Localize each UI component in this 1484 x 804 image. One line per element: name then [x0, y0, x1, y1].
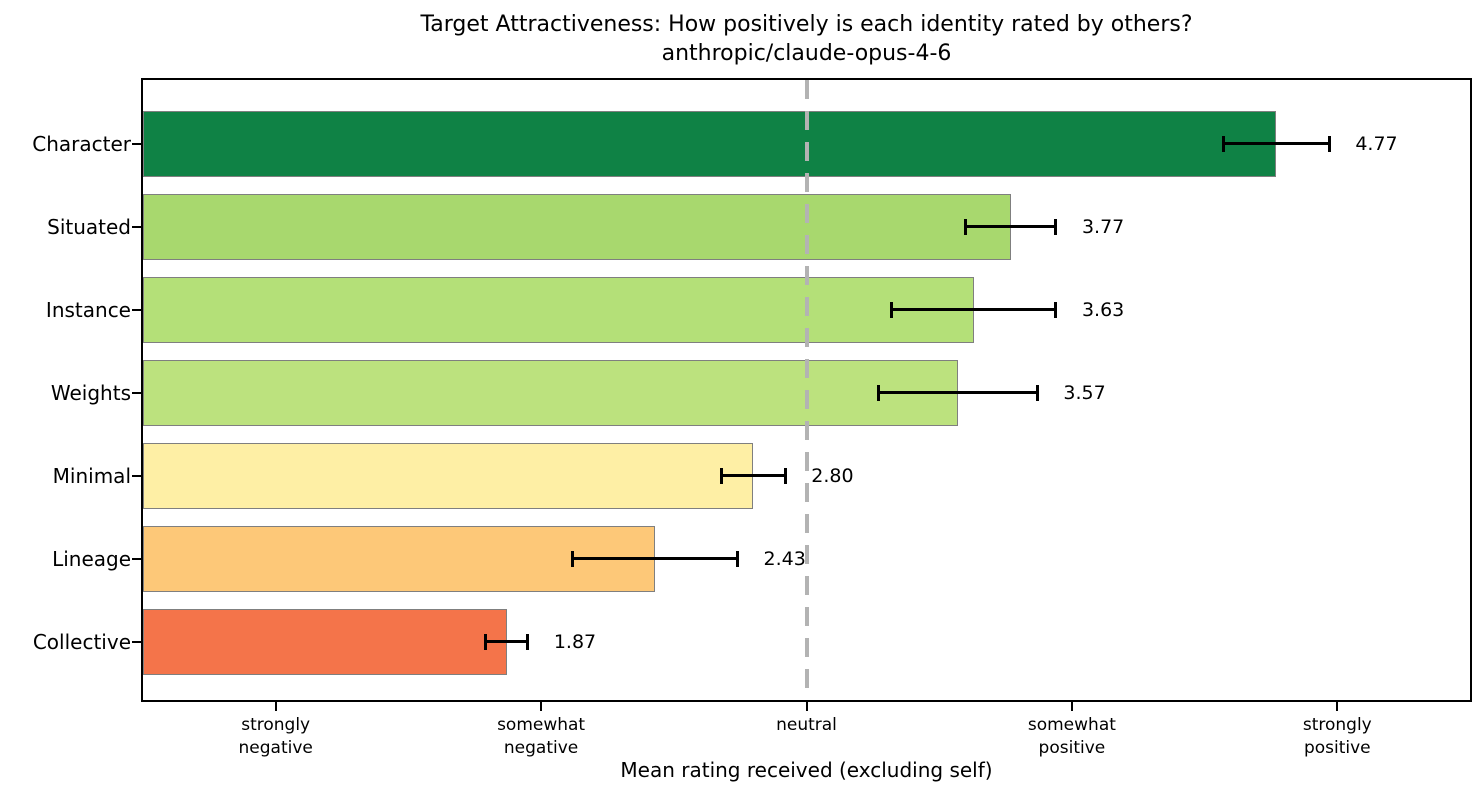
error-cap-left-instance: [889, 301, 893, 318]
x-tick-label-2: somewhat negative: [497, 715, 586, 758]
category-label-instance: Instance: [45, 297, 131, 322]
value-label-collective: 1.87: [553, 630, 597, 653]
value-label-weights: 3.57: [1063, 381, 1106, 404]
x-tick-label-3: neutral: [776, 715, 837, 735]
value-label-instance: 3.63: [1081, 298, 1125, 321]
bar-collective: [143, 608, 507, 675]
x-tick-label-1: strongly negative: [238, 715, 313, 758]
error-cap-right-weights: [1035, 384, 1039, 401]
x-axis-label: Mean rating received (excluding self): [620, 758, 993, 782]
bar-character: [143, 110, 1277, 177]
y-tick-situated: [132, 225, 141, 228]
error-bar-character: [1223, 142, 1330, 145]
neutral-reference-line: [804, 80, 809, 700]
x-tick-label-4: somewhat positive: [1027, 715, 1116, 758]
error-cap-right-collective: [526, 633, 530, 650]
error-bar-lineage: [572, 557, 738, 560]
category-label-character: Character: [32, 131, 131, 156]
error-cap-left-minimal: [720, 467, 724, 484]
bar-lineage: [143, 525, 656, 592]
error-bar-collective: [485, 640, 528, 643]
error-cap-left-character: [1221, 135, 1225, 152]
error-cap-right-instance: [1054, 301, 1058, 318]
error-bar-minimal: [721, 474, 786, 477]
bar-instance: [143, 276, 974, 343]
category-label-lineage: Lineage: [52, 546, 131, 571]
y-tick-lineage: [132, 557, 141, 560]
category-label-weights: Weights: [50, 380, 131, 405]
x-tick-2: [540, 702, 543, 711]
error-cap-right-lineage: [735, 550, 739, 567]
bar-situated: [143, 193, 1011, 260]
y-tick-instance: [132, 308, 141, 311]
error-cap-left-lineage: [571, 550, 575, 567]
value-label-minimal: 2.80: [811, 464, 854, 487]
error-bar-situated: [965, 225, 1056, 228]
bar-minimal: [143, 442, 754, 509]
y-tick-collective: [132, 640, 141, 643]
category-label-minimal: Minimal: [52, 463, 131, 488]
value-label-situated: 3.77: [1081, 215, 1125, 238]
error-cap-left-situated: [964, 218, 968, 235]
error-bar-instance: [891, 308, 1056, 311]
value-label-character: 4.77: [1355, 132, 1398, 155]
chart-subtitle: anthropic/claude-opus-4-6: [661, 41, 952, 66]
x-tick-1: [274, 702, 277, 711]
x-tick-label-5: strongly positive: [1302, 715, 1372, 758]
error-cap-right-minimal: [783, 467, 787, 484]
y-tick-weights: [132, 391, 141, 394]
error-cap-right-character: [1327, 135, 1331, 152]
y-tick-minimal: [132, 474, 141, 477]
x-tick-5: [1336, 702, 1339, 711]
x-tick-3: [805, 702, 808, 711]
plot-area: 4.77 Character 3.77 Situated 3.63 Instance 3.5…: [32, 78, 1472, 758]
error-bar-weights: [878, 391, 1038, 394]
error-cap-right-situated: [1054, 218, 1058, 235]
chart-title: Target Attractiveness: How positively is…: [420, 12, 1193, 37]
error-cap-left-weights: [876, 384, 880, 401]
bar-weights: [143, 359, 958, 426]
y-tick-character: [132, 142, 141, 145]
chart-title-block: Target Attractiveness: How positively is…: [143, 10, 1470, 68]
category-label-collective: Collective: [32, 629, 131, 654]
x-tick-4: [1070, 702, 1073, 711]
value-label-lineage: 2.43: [763, 547, 806, 570]
category-label-situated: Situated: [47, 214, 131, 239]
error-cap-left-collective: [483, 633, 487, 650]
